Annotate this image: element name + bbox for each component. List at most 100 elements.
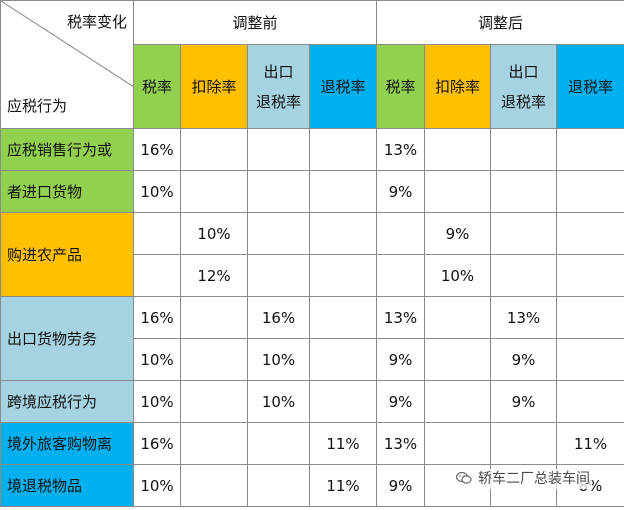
category-sales-line2: 者进口货物 bbox=[0, 170, 134, 213]
cell-after-export-rebate: 9% bbox=[490, 380, 558, 423]
cell-after-rebate: 11% bbox=[556, 422, 624, 465]
cell-after-rebate bbox=[556, 128, 624, 171]
cell-before-deduction: 12% bbox=[180, 254, 248, 297]
cell-after-deduction: 10% bbox=[424, 254, 492, 297]
cell-after-tax-rate: 13% bbox=[376, 422, 426, 465]
cell-after-rebate bbox=[556, 380, 624, 423]
cell-before-rebate bbox=[308, 170, 378, 213]
corner-header: 税率变化 应税行为 bbox=[0, 0, 134, 129]
cell-after-deduction bbox=[424, 296, 492, 339]
cell-before-deduction: 10% bbox=[180, 212, 248, 255]
cell-before-rebate bbox=[308, 338, 378, 381]
cell-before-export-rebate: 16% bbox=[247, 296, 310, 339]
cell-after-tax-rate: 9% bbox=[376, 338, 426, 381]
cell-before-deduction bbox=[180, 422, 248, 465]
cell-before-deduction bbox=[180, 338, 248, 381]
table-row: 12% 10% bbox=[1, 254, 624, 297]
table-row: 者进口货物 10% 9% bbox=[0, 170, 624, 213]
subheader-export-rebate-after: 出口 退税率 bbox=[490, 44, 558, 129]
cell-before-rebate bbox=[308, 212, 378, 255]
cell-before-deduction bbox=[180, 128, 248, 171]
cell-before-tax-rate: 10% bbox=[133, 464, 181, 507]
cell-after-export-rebate bbox=[490, 212, 558, 255]
cell-after-export-rebate bbox=[490, 422, 558, 465]
cell-before-deduction bbox=[180, 296, 248, 339]
table-row: 境外旅客购物离 16% 11% 13% 11% bbox=[0, 422, 624, 465]
cell-before-export-rebate bbox=[247, 422, 310, 465]
cell-after-rebate bbox=[556, 254, 624, 297]
cell-after-deduction: 9% bbox=[424, 212, 492, 255]
cell-before-rebate: 11% bbox=[308, 422, 378, 465]
category-tourist-line2: 境退税物品 bbox=[0, 464, 134, 507]
cell-after-tax-rate: 13% bbox=[376, 128, 426, 171]
cell-before-tax-rate: 10% bbox=[133, 170, 181, 213]
cell-before-tax-rate: 16% bbox=[133, 296, 181, 339]
cell-before-export-rebate: 10% bbox=[247, 380, 310, 423]
category-sales-line1: 应税销售行为或 bbox=[0, 128, 134, 171]
cell-before-tax-rate: 10% bbox=[133, 380, 181, 423]
subheader-deduction-after: 扣除率 bbox=[424, 44, 492, 129]
table-row: 应税销售行为或 16% 13% bbox=[0, 128, 624, 171]
cell-before-export-rebate bbox=[247, 464, 310, 507]
cell-before-tax-rate bbox=[133, 254, 181, 297]
corner-bottom-label: 应税行为 bbox=[7, 97, 68, 115]
cell-after-rebate bbox=[556, 212, 624, 255]
table-row: 10% 10% 9% 9% bbox=[1, 338, 624, 381]
cell-before-deduction bbox=[180, 380, 248, 423]
subheader-deduction-before: 扣除率 bbox=[180, 44, 248, 129]
watermark: 轿车二厂总装车间 bbox=[454, 469, 592, 489]
diagonal-divider bbox=[1, 1, 133, 87]
cell-after-deduction bbox=[424, 380, 492, 423]
cell-after-tax-rate bbox=[376, 212, 426, 255]
cell-after-tax-rate: 9% bbox=[376, 464, 426, 507]
corner-top-label: 税率变化 bbox=[66, 13, 127, 31]
watermark-text: 轿车二厂总装车间 bbox=[478, 471, 590, 487]
cell-after-rebate bbox=[556, 170, 624, 213]
cell-before-rebate bbox=[308, 380, 378, 423]
cell-after-deduction bbox=[424, 338, 492, 381]
category-farm: 购进农产品 bbox=[0, 212, 134, 297]
cell-after-export-rebate: 9% bbox=[490, 338, 558, 381]
cell-before-export-rebate bbox=[247, 254, 310, 297]
cell-before-rebate: 11% bbox=[308, 464, 378, 507]
cell-before-rebate bbox=[308, 128, 378, 171]
cell-before-rebate bbox=[308, 296, 378, 339]
subheader-tax-rate-before: 税率 bbox=[133, 44, 181, 129]
category-tourist-line1: 境外旅客购物离 bbox=[0, 422, 134, 465]
cell-before-export-rebate bbox=[247, 128, 310, 171]
cell-after-rebate bbox=[556, 338, 624, 381]
cell-before-deduction bbox=[180, 170, 248, 213]
group-header-before: 调整前 bbox=[132, 0, 378, 45]
table-row: 跨境应税行为 10% 10% 9% 9% bbox=[0, 380, 624, 423]
cell-before-tax-rate: 16% bbox=[133, 128, 181, 171]
category-cross-border: 跨境应税行为 bbox=[0, 380, 134, 423]
cell-after-export-rebate: 13% bbox=[490, 296, 558, 339]
cell-before-rebate bbox=[308, 254, 378, 297]
subheader-rebate-after: 退税率 bbox=[556, 44, 624, 129]
cell-before-export-rebate bbox=[247, 212, 310, 255]
cell-after-deduction bbox=[424, 128, 492, 171]
cell-after-tax-rate: 9% bbox=[376, 380, 426, 423]
subheader-rebate-before: 退税率 bbox=[308, 44, 378, 129]
table-row: 出口货物劳务 16% 16% 13% 13% bbox=[0, 296, 624, 381]
cell-after-tax-rate bbox=[376, 254, 426, 297]
cell-after-deduction bbox=[424, 170, 492, 213]
category-export: 出口货物劳务 bbox=[0, 296, 134, 381]
cell-before-tax-rate bbox=[133, 212, 181, 255]
cell-after-deduction bbox=[424, 422, 492, 465]
wechat-chat-icon bbox=[456, 471, 472, 484]
cell-after-export-rebate bbox=[490, 170, 558, 213]
cell-after-export-rebate bbox=[490, 128, 558, 171]
subheader-export-rebate-before: 出口 退税率 bbox=[247, 44, 310, 129]
cell-after-tax-rate: 9% bbox=[376, 170, 426, 213]
cell-before-tax-rate: 10% bbox=[133, 338, 181, 381]
cell-after-rebate bbox=[556, 296, 624, 339]
group-header-after: 调整后 bbox=[376, 0, 624, 45]
cell-before-tax-rate: 16% bbox=[133, 422, 181, 465]
table-row: 购进农产品 10% 9% bbox=[0, 212, 624, 297]
cell-before-export-rebate bbox=[247, 170, 310, 213]
cell-before-deduction bbox=[180, 464, 248, 507]
cell-before-export-rebate: 10% bbox=[247, 338, 310, 381]
cell-after-tax-rate: 13% bbox=[376, 296, 426, 339]
